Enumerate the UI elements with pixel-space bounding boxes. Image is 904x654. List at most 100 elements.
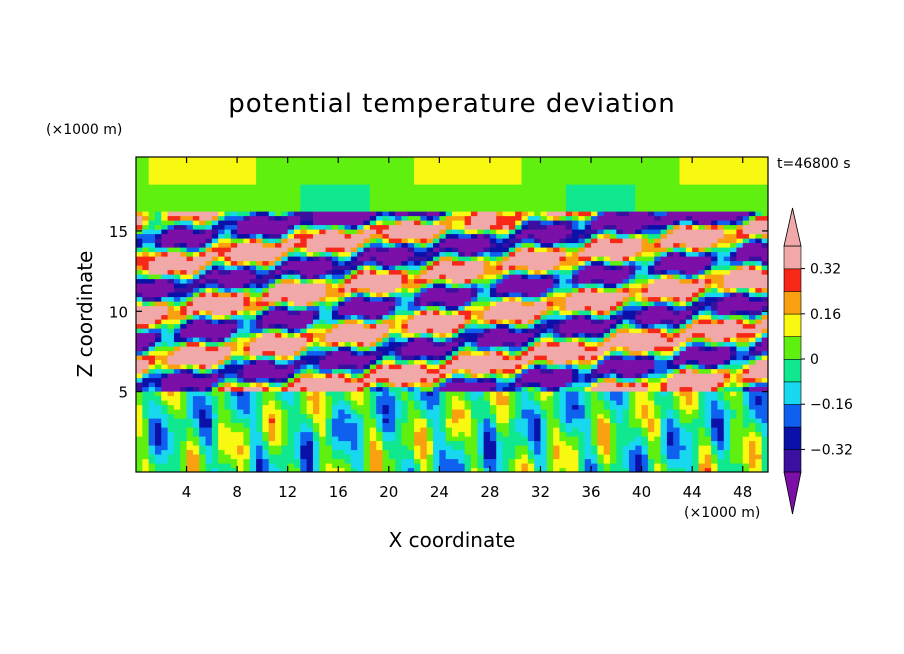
field-cell [622,287,630,293]
field-cell [635,278,643,284]
field-cell [572,431,579,437]
field-cell [388,431,396,437]
field-cell [641,427,649,433]
field-cell [376,301,384,307]
field-cell [205,359,213,365]
field-cell [502,440,510,446]
field-cell [496,310,504,316]
field-cell [647,373,655,379]
field-cell [502,301,510,307]
field-cell [477,463,485,469]
field-cell [603,314,611,320]
field-cell [388,301,396,307]
field-cell [597,319,605,325]
field-cell [736,319,744,325]
field-cell [180,287,188,293]
field-cell [464,341,472,347]
field-cell [306,377,314,383]
field-cell [565,337,573,343]
field-cell [256,440,263,446]
field-cell [641,265,649,271]
field-cell [698,283,706,289]
field-cell [704,440,712,446]
field-cell [237,368,245,374]
field-cell [723,404,731,410]
field-cell [711,256,719,262]
field-cell [603,431,611,437]
field-cell [376,278,384,284]
field-cell [331,364,339,370]
field-cell [294,269,301,275]
field-cell [439,278,447,284]
field-cell [742,260,750,266]
field-cell [319,373,327,379]
field-cell [502,467,510,472]
field-cell [382,274,390,280]
field-cell [496,427,504,433]
field-cell [407,265,415,271]
field-cell [464,350,472,356]
field-cell [401,391,409,397]
field-cell [407,350,415,356]
field-cell [294,427,301,433]
field-cell [749,404,756,410]
field-cell [717,359,725,365]
field-cell [521,445,529,451]
field-cell [572,355,579,361]
field-cell [477,427,485,433]
field-cell [610,323,617,329]
field-cell [546,265,554,271]
field-cell [470,341,478,347]
field-cell [730,292,737,298]
field-cell [761,440,768,446]
field-cell [553,301,561,307]
field-cell [142,440,150,446]
field-cell [515,364,523,370]
field-cell [698,373,706,379]
field-cell [205,427,213,433]
field-cell [331,350,339,356]
field-cell [654,386,662,392]
field-cell [452,467,459,472]
field-cell [414,359,421,365]
field-cell [755,359,763,365]
field-cell [363,269,371,275]
field-cell [477,269,485,275]
field-cell [502,404,510,410]
field-cell [502,319,510,325]
field-cell [641,409,649,415]
field-cell [357,404,365,410]
field-cell [319,301,327,307]
field-cell [142,314,150,320]
field-cell [641,269,649,275]
field-cell [761,256,768,262]
field-cell [616,274,624,280]
field-cell [685,463,693,469]
field-cell [211,427,219,433]
field-cell [211,409,219,415]
field-cell [515,409,523,415]
field-cell [452,332,459,338]
field-cell [647,314,655,320]
field-cell [338,382,346,388]
field-cell [553,391,561,397]
field-cell [749,373,756,379]
field-cell [464,409,472,415]
field-cell [148,458,156,464]
field-cell [256,467,263,472]
field-cell [452,458,459,464]
field-cell [420,296,428,302]
field-cell [161,346,169,352]
field-cell [521,346,529,352]
field-cell [350,400,358,406]
field-cell [142,305,150,311]
field-cell [388,269,396,275]
field-cell [692,278,700,284]
field-cell [344,409,352,415]
field-cell [300,413,308,419]
field-cell [268,409,276,415]
field-cell [508,247,516,253]
field-cell [723,292,731,298]
field-cell [199,409,207,415]
field-cell [483,265,491,271]
